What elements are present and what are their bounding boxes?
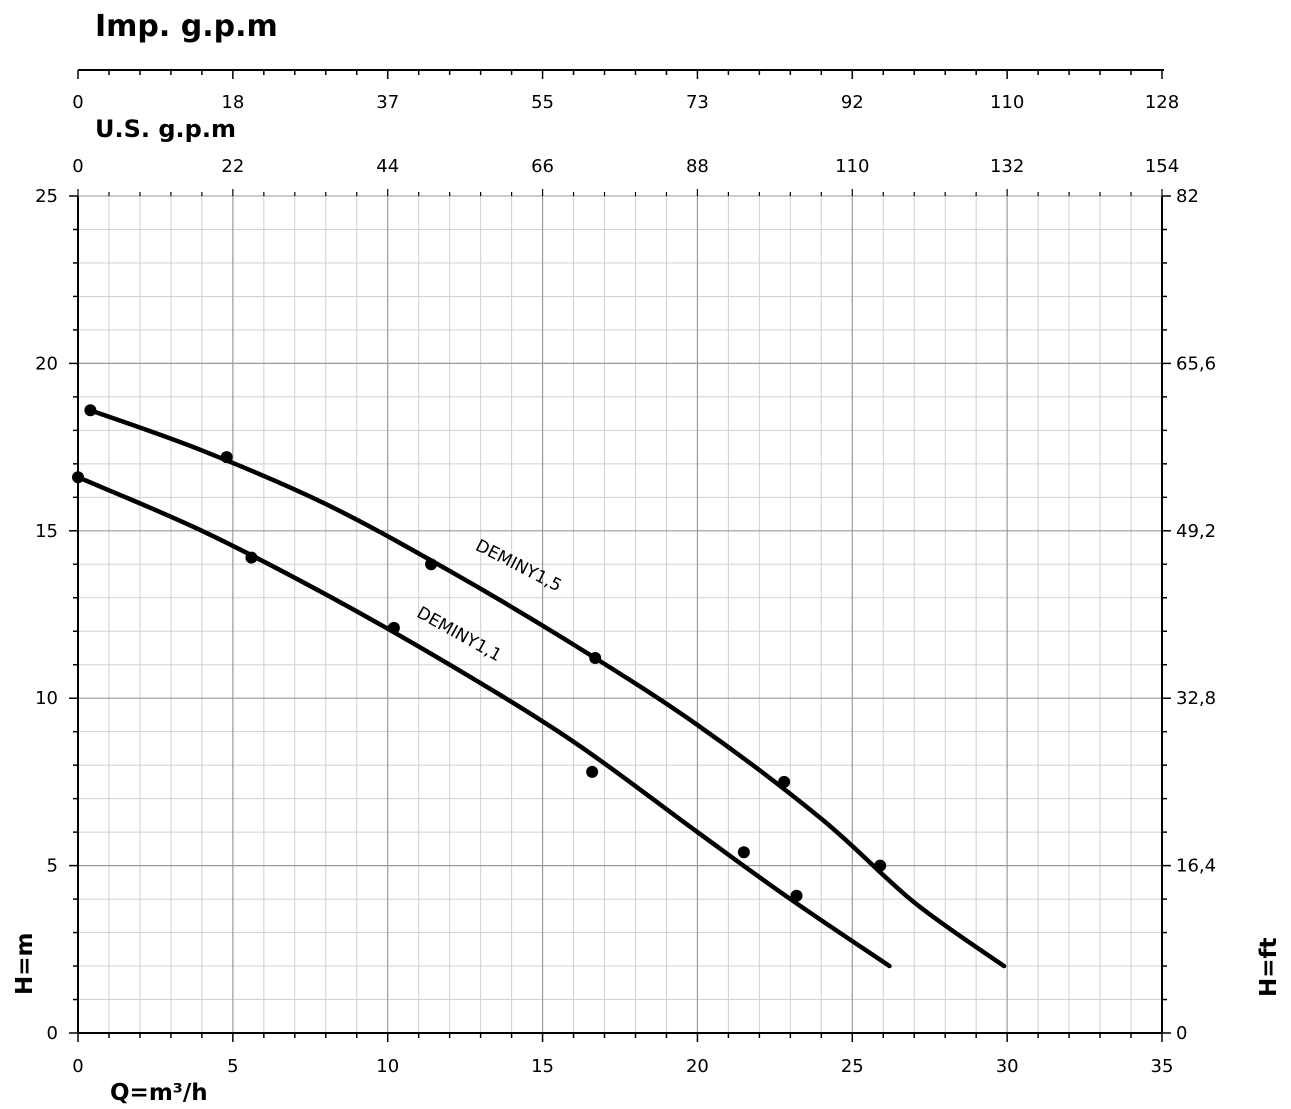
data-point — [586, 765, 599, 778]
x-tick-label: 15 — [531, 1056, 554, 1077]
imp-gpm-tick-label: 128 — [1145, 92, 1179, 113]
y-axis-title: H=m — [12, 933, 38, 996]
tick-labels: 0 18 37 55 73 92 110 128 0 22 44 66 88 110 132 154 0 5 10 1… — [35, 92, 1216, 1077]
y-tick-label: 5 — [47, 856, 58, 877]
imp-gpm-tick-label: 18 — [221, 92, 244, 113]
imp-gpm-tick-label: 73 — [686, 92, 709, 113]
data-point — [790, 889, 803, 902]
y-tick-label: 15 — [35, 521, 58, 542]
y2-tick-label: 49,2 — [1176, 521, 1216, 542]
series-label-deminy1-1: DEMINY1,1 — [413, 603, 505, 666]
us-gpm-tick-label: 154 — [1145, 156, 1179, 177]
data-point — [245, 551, 258, 564]
us-gpm-tick-label: 0 — [72, 156, 83, 177]
data-point — [220, 451, 233, 464]
series-label-deminy1-5: DEMINY1,5 — [472, 536, 565, 596]
grid — [78, 196, 1162, 1033]
y-tick-label: 25 — [35, 186, 58, 207]
data-point — [387, 621, 400, 634]
imp-gpm-tick-label: 92 — [841, 92, 864, 113]
x-tick-label: 25 — [841, 1056, 864, 1077]
series: DEMINY1,5 DEMINY1,1 — [72, 404, 1007, 969]
y2-tick-label: 65,6 — [1176, 353, 1216, 374]
data-point — [778, 775, 791, 788]
series-curve — [88, 408, 1007, 969]
y-tick-label: 10 — [35, 688, 58, 709]
y2-tick-label: 32,8 — [1176, 688, 1216, 709]
us-gpm-tick-label: 88 — [686, 156, 709, 177]
x-tick-label: 5 — [227, 1056, 238, 1077]
imp-gpm-tick-label: 110 — [990, 92, 1024, 113]
axes — [69, 69, 1171, 1042]
y2-axis-title: H=ft — [1256, 937, 1282, 997]
x-tick-label: 20 — [686, 1056, 709, 1077]
data-point — [84, 404, 97, 417]
x-tick-label: 35 — [1151, 1056, 1174, 1077]
imp-gpm-tick-label: 37 — [376, 92, 399, 113]
us-gpm-tick-label: 66 — [531, 156, 554, 177]
y-tick-label: 20 — [35, 353, 58, 374]
data-point — [737, 846, 750, 859]
us-gpm-tick-label: 22 — [221, 156, 244, 177]
y2-tick-label: 82 — [1176, 186, 1199, 207]
x-tick-label: 30 — [996, 1056, 1019, 1077]
y2-tick-label: 0 — [1176, 1023, 1187, 1044]
imp-gpm-tick-label: 55 — [531, 92, 554, 113]
series-deminy1-1 — [72, 471, 892, 969]
top-axis-2-title: U.S. g.p.m — [95, 115, 236, 143]
x-axis-title: Q=m³/h — [110, 1080, 208, 1106]
data-point — [72, 471, 84, 484]
y-tick-label: 0 — [47, 1023, 58, 1044]
data-point — [874, 859, 887, 872]
series-deminy1-5 — [84, 404, 1007, 969]
y2-tick-label: 16,4 — [1176, 856, 1216, 877]
series-curve — [75, 474, 892, 969]
data-point — [589, 652, 602, 665]
us-gpm-tick-label: 132 — [990, 156, 1024, 177]
top-axis-1-title: Imp. g.p.m — [95, 9, 278, 44]
us-gpm-tick-label: 44 — [376, 156, 399, 177]
x-tick-label: 10 — [376, 1056, 399, 1077]
data-point — [425, 558, 438, 571]
imp-gpm-tick-label: 0 — [72, 92, 83, 113]
x-tick-label: 0 — [72, 1056, 83, 1077]
us-gpm-tick-label: 110 — [835, 156, 869, 177]
